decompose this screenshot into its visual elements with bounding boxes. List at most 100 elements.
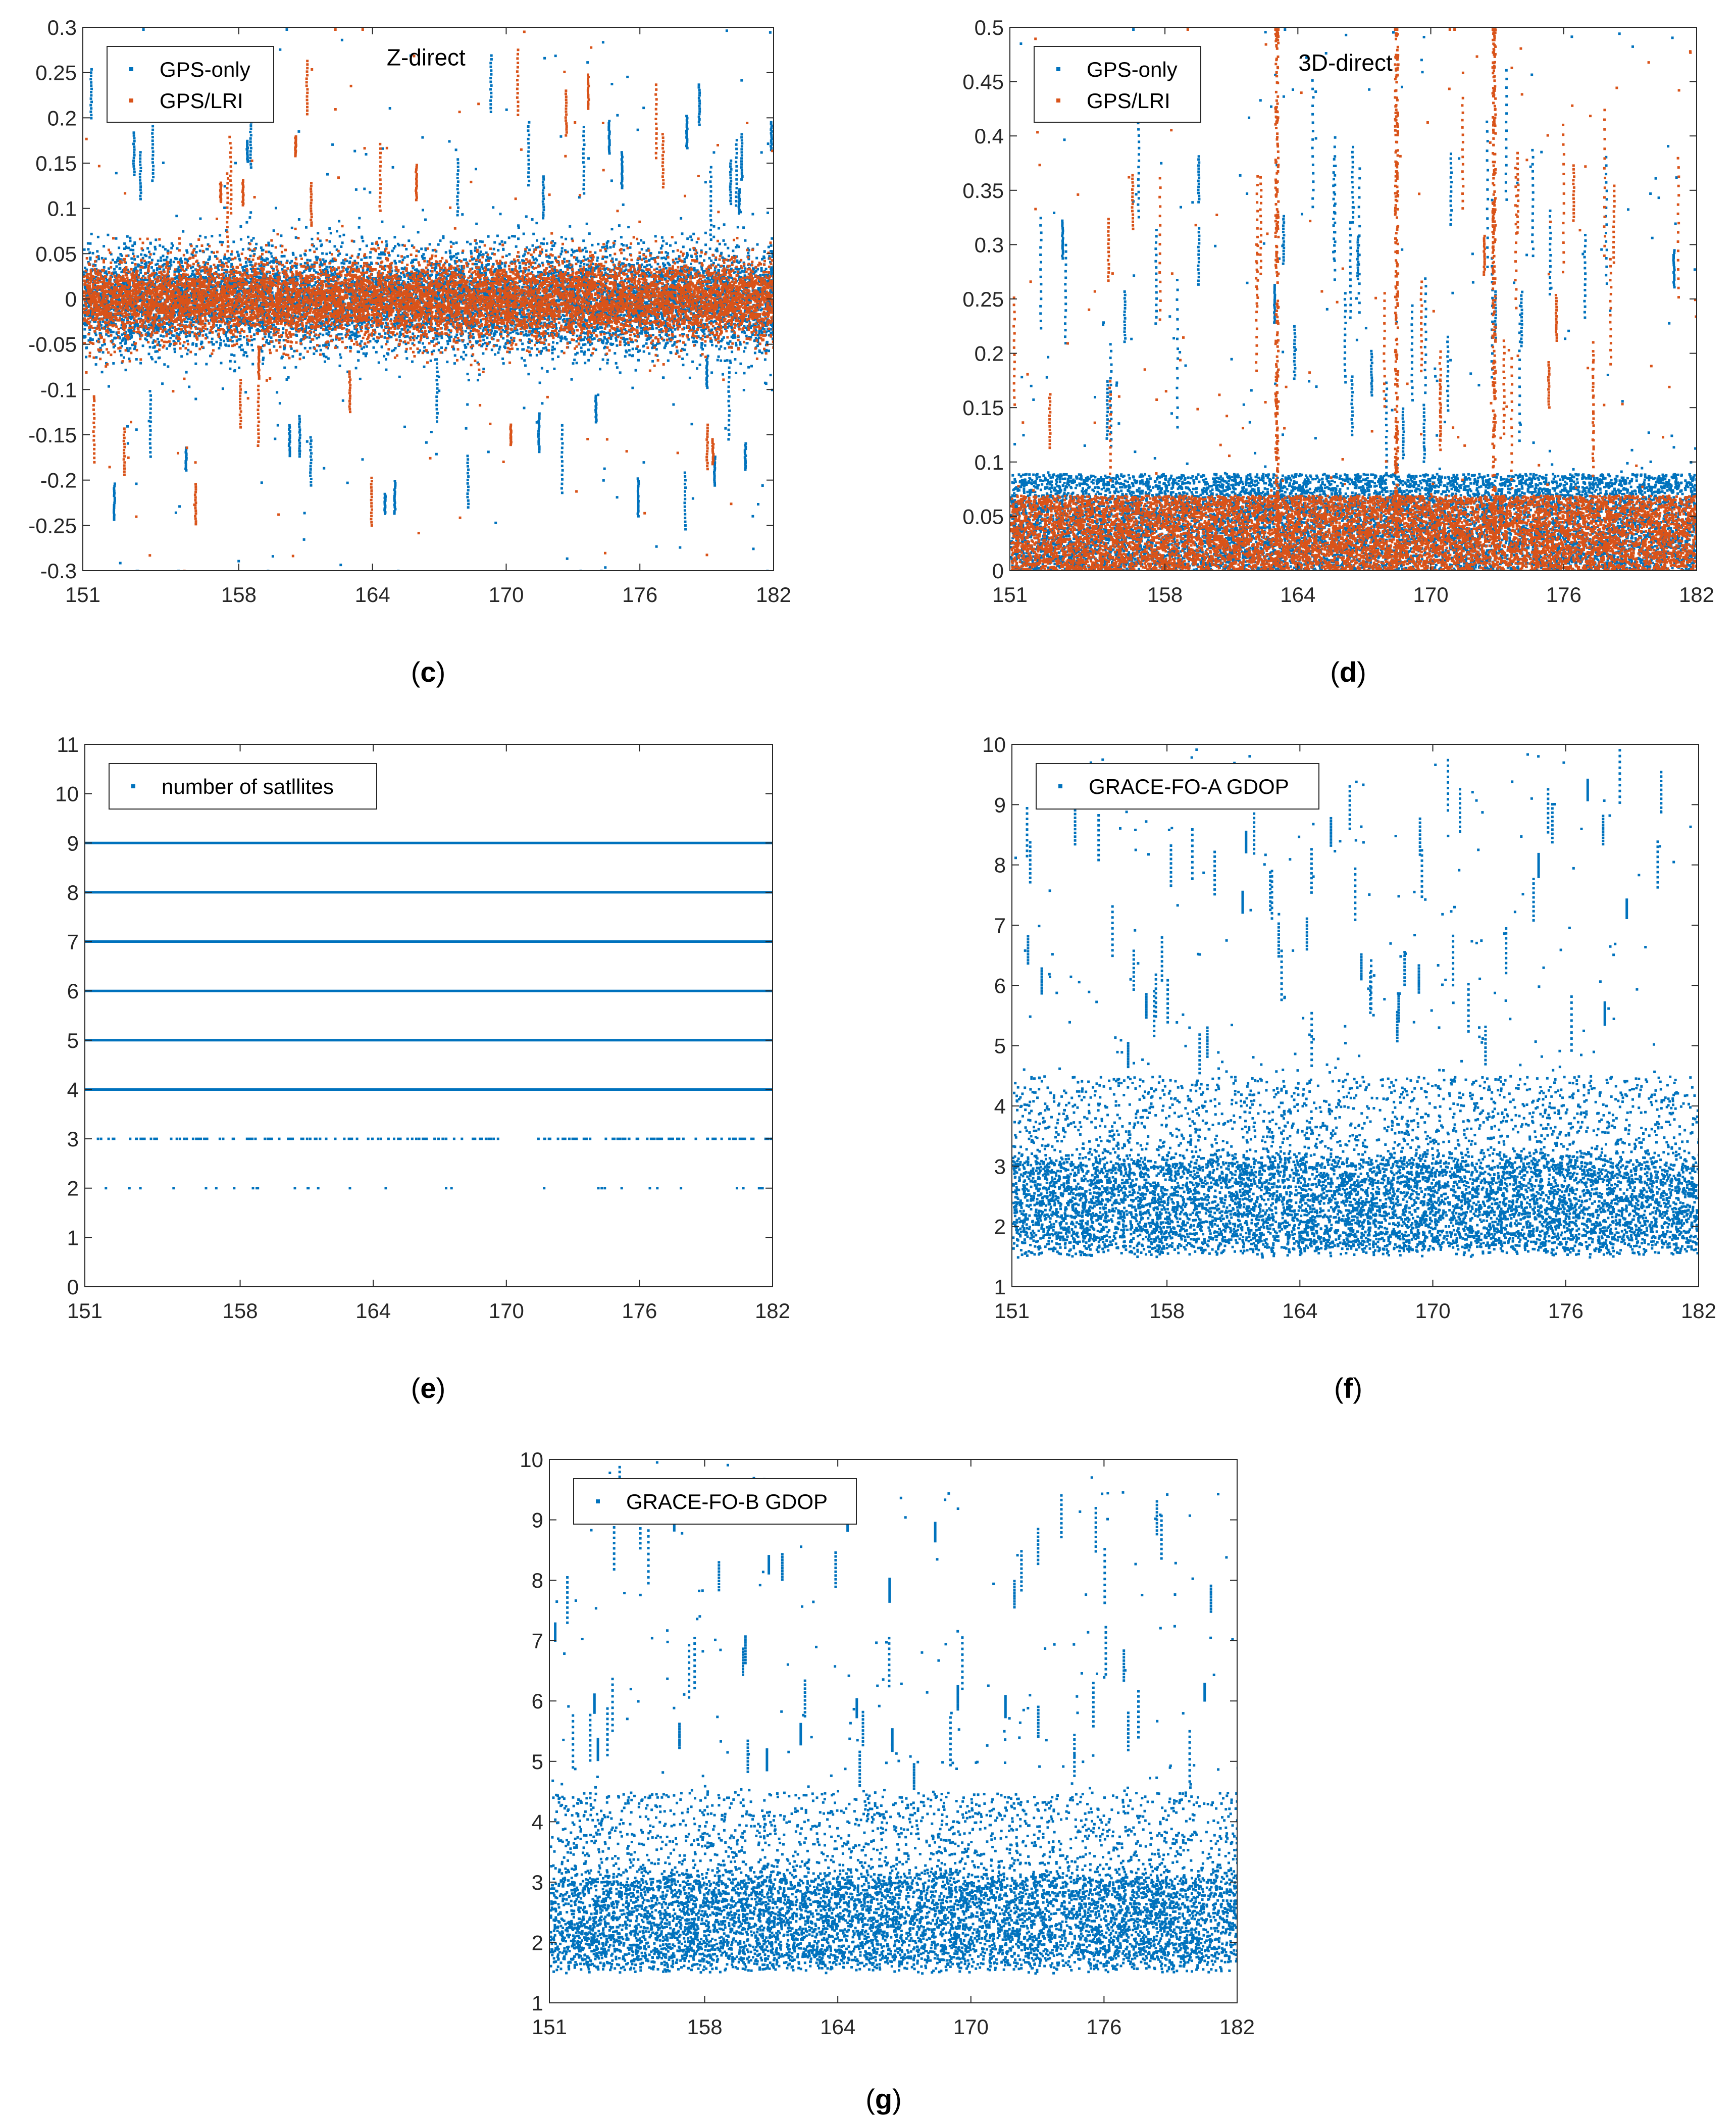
y-tick-label: -0.2 xyxy=(40,469,77,492)
y-tick-label: 0.5 xyxy=(975,16,1004,39)
y-tick-label: 10 xyxy=(982,733,1006,757)
legend-marker xyxy=(129,67,133,71)
y-tick-label: 0.3 xyxy=(47,16,77,39)
y-tick-label: -0.15 xyxy=(28,423,77,447)
x-tick-label: 182 xyxy=(756,583,791,607)
y-tick-label: 0 xyxy=(992,559,1004,583)
y-tick-label: 9 xyxy=(532,1508,543,1532)
x-tick-label: 151 xyxy=(65,583,100,607)
plot-area xyxy=(1012,744,1699,1287)
y-tick-label: 0.2 xyxy=(47,106,77,130)
y-tick-label: -0.25 xyxy=(28,514,77,537)
x-tick-label: 151 xyxy=(994,1299,1030,1323)
x-tick-label: 164 xyxy=(355,583,390,607)
y-tick-label: 0.1 xyxy=(975,450,1004,474)
x-tick-label: 158 xyxy=(1149,1299,1185,1323)
y-tick-label: 0.1 xyxy=(47,197,77,221)
plot-area xyxy=(85,744,773,1287)
x-tick-label: 158 xyxy=(221,583,257,607)
legend-marker xyxy=(1056,98,1060,103)
panel-caption: (g) xyxy=(865,2083,902,2115)
legend-label: GPS-only xyxy=(1087,58,1178,81)
panel-c: 151 158 164 170 176 182-0.3-0.25-0.2-0.15-0.1… xyxy=(28,16,791,688)
panel-f: 151 158 164 170 176 18212345678910GRACE-FO-A … xyxy=(982,733,1716,1404)
y-tick-label: 9 xyxy=(994,793,1006,817)
y-tick-label: -0.05 xyxy=(28,333,77,357)
legend-marker xyxy=(596,1499,600,1503)
panel-g: 151 158 164 170 176 18212345678910GRACE-FO-B … xyxy=(520,1448,1255,2115)
legend-label: number of satllites xyxy=(162,775,334,798)
y-tick-label: 8 xyxy=(532,1569,543,1592)
x-tick-label: 164 xyxy=(355,1299,391,1323)
x-tick-label: 170 xyxy=(489,1299,524,1323)
x-tick-label: 176 xyxy=(1546,583,1581,607)
x-tick-label: 164 xyxy=(1280,583,1315,607)
y-tick-label: 3 xyxy=(994,1154,1006,1178)
direction-annotation: 3D-direct xyxy=(1298,49,1393,76)
y-tick-label: 0.4 xyxy=(975,124,1004,148)
y-tick-label: 6 xyxy=(532,1689,543,1713)
x-tick-label: 170 xyxy=(1413,583,1449,607)
y-tick-label: 8 xyxy=(67,881,79,904)
y-tick-label: 0.25 xyxy=(35,61,77,85)
y-tick-label: 3 xyxy=(67,1127,79,1151)
legend: number of satllites xyxy=(109,764,377,809)
y-tick-label: 2 xyxy=(994,1215,1006,1239)
x-tick-label: 176 xyxy=(622,583,657,607)
y-tick-label: 10 xyxy=(520,1448,543,1472)
y-tick-label: 0.05 xyxy=(962,505,1004,528)
y-tick-label: 0.3 xyxy=(975,233,1004,257)
legend-label: GRACE-FO-A GDOP xyxy=(1089,775,1289,798)
legend: GPS-only GPS/LRI xyxy=(107,46,274,122)
x-tick-label: 176 xyxy=(1086,2015,1121,2039)
x-tick-label: 164 xyxy=(1282,1299,1317,1323)
legend-label: GRACE-FO-B GDOP xyxy=(626,1490,828,1514)
y-tick-label: 6 xyxy=(67,979,79,1003)
legend-marker xyxy=(1056,67,1060,71)
legend-label: GPS/LRI xyxy=(1087,89,1170,113)
x-tick-label: 170 xyxy=(1415,1299,1451,1323)
x-tick-label: 182 xyxy=(1681,1299,1716,1323)
y-tick-label: 0.15 xyxy=(35,152,77,175)
x-tick-label: 170 xyxy=(488,583,524,607)
legend-label: GPS/LRI xyxy=(160,89,243,113)
y-tick-label: 6 xyxy=(994,974,1006,997)
y-tick-label: 1 xyxy=(67,1226,79,1249)
y-tick-label: 4 xyxy=(532,1810,543,1834)
x-tick-label: 158 xyxy=(1147,583,1183,607)
y-tick-label: 0.2 xyxy=(975,342,1004,366)
legend: GPS-only GPS/LRI xyxy=(1034,46,1201,122)
y-tick-label: 9 xyxy=(67,831,79,855)
x-tick-label: 170 xyxy=(953,2015,989,2039)
legend: GRACE-FO-A GDOP xyxy=(1036,764,1319,809)
y-tick-label: 7 xyxy=(67,930,79,954)
y-tick-label: 5 xyxy=(532,1750,543,1774)
legend-label: GPS-only xyxy=(160,58,250,81)
direction-annotation: Z-direct xyxy=(387,44,466,70)
x-tick-label: 176 xyxy=(622,1299,657,1323)
x-tick-label: 182 xyxy=(755,1299,790,1323)
y-tick-label: 7 xyxy=(994,914,1006,937)
y-tick-label: 4 xyxy=(67,1078,79,1101)
x-tick-label: 182 xyxy=(1679,583,1714,607)
y-tick-label: 0.05 xyxy=(35,242,77,266)
y-tick-label: 3 xyxy=(532,1871,543,1894)
x-tick-label: 164 xyxy=(820,2015,855,2039)
x-tick-label: 176 xyxy=(1548,1299,1584,1323)
y-tick-label: 4 xyxy=(994,1094,1006,1118)
y-tick-label: 0.25 xyxy=(962,287,1004,311)
y-tick-label: 0.35 xyxy=(962,179,1004,203)
x-tick-label: 158 xyxy=(223,1299,258,1323)
y-tick-label: 5 xyxy=(994,1034,1006,1058)
y-tick-label: -0.3 xyxy=(40,559,77,583)
legend: GRACE-FO-B GDOP xyxy=(574,1479,856,1524)
x-tick-label: 158 xyxy=(687,2015,723,2039)
y-tick-label: 5 xyxy=(67,1029,79,1052)
panel-caption: (e) xyxy=(411,1372,445,1404)
y-tick-label: 10 xyxy=(55,782,79,806)
y-tick-label: 0 xyxy=(67,1275,79,1299)
panel-caption: (d) xyxy=(1330,656,1366,688)
panel-d: 151 158 164 170 176 18200.050.10.150.20.250.3… xyxy=(962,16,1714,688)
